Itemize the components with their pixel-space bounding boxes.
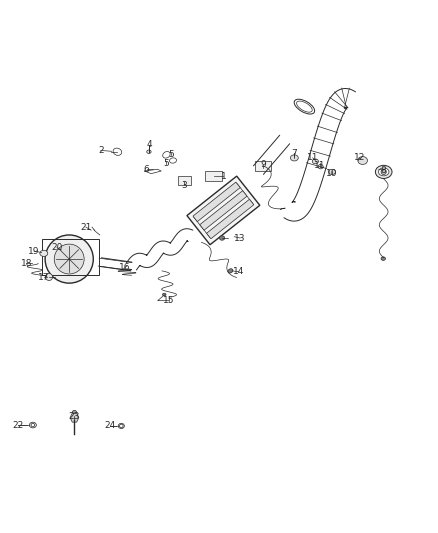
Ellipse shape [162, 293, 166, 296]
Text: 1: 1 [220, 172, 226, 181]
FancyBboxPatch shape [178, 176, 191, 185]
FancyBboxPatch shape [187, 176, 260, 245]
Circle shape [45, 235, 93, 283]
FancyBboxPatch shape [255, 161, 271, 171]
Text: 3: 3 [181, 181, 187, 190]
Ellipse shape [378, 168, 389, 176]
Ellipse shape [228, 269, 233, 273]
Text: 12: 12 [354, 154, 366, 163]
Ellipse shape [73, 410, 77, 414]
Text: 10: 10 [326, 169, 338, 178]
Text: 8: 8 [380, 166, 386, 175]
Ellipse shape [40, 251, 48, 256]
Text: 13: 13 [234, 233, 246, 243]
Text: 23: 23 [69, 412, 80, 421]
Text: 16: 16 [119, 263, 131, 272]
FancyBboxPatch shape [200, 191, 247, 230]
Ellipse shape [358, 157, 367, 165]
Ellipse shape [29, 422, 36, 428]
Ellipse shape [328, 169, 336, 174]
Ellipse shape [381, 257, 385, 260]
Text: 2: 2 [98, 146, 103, 155]
Text: 15: 15 [163, 296, 174, 305]
Text: 22: 22 [13, 421, 24, 430]
Ellipse shape [312, 159, 318, 164]
Circle shape [120, 424, 123, 427]
FancyBboxPatch shape [205, 171, 222, 181]
Circle shape [54, 244, 84, 274]
Text: 4: 4 [146, 140, 152, 149]
Text: 18: 18 [21, 259, 32, 268]
FancyBboxPatch shape [193, 182, 240, 222]
Text: 19: 19 [28, 247, 40, 256]
Ellipse shape [219, 236, 225, 240]
Text: 11: 11 [307, 154, 318, 163]
Circle shape [381, 169, 386, 174]
Ellipse shape [118, 423, 124, 429]
Ellipse shape [147, 150, 151, 154]
Polygon shape [70, 413, 79, 422]
Ellipse shape [375, 165, 392, 179]
Text: 14: 14 [233, 267, 244, 276]
Text: 6: 6 [144, 165, 150, 174]
Circle shape [46, 273, 53, 280]
Ellipse shape [290, 155, 298, 161]
Text: 9: 9 [260, 160, 266, 169]
Text: 21: 21 [80, 223, 92, 231]
Text: 17: 17 [38, 272, 49, 281]
Text: 5: 5 [168, 150, 174, 159]
Text: 11: 11 [314, 161, 325, 170]
Text: 5: 5 [163, 159, 170, 168]
FancyBboxPatch shape [207, 199, 254, 239]
Text: 20: 20 [51, 243, 63, 252]
Text: 7: 7 [291, 149, 297, 158]
Circle shape [31, 423, 35, 427]
Ellipse shape [318, 165, 323, 169]
Text: 24: 24 [105, 422, 116, 431]
